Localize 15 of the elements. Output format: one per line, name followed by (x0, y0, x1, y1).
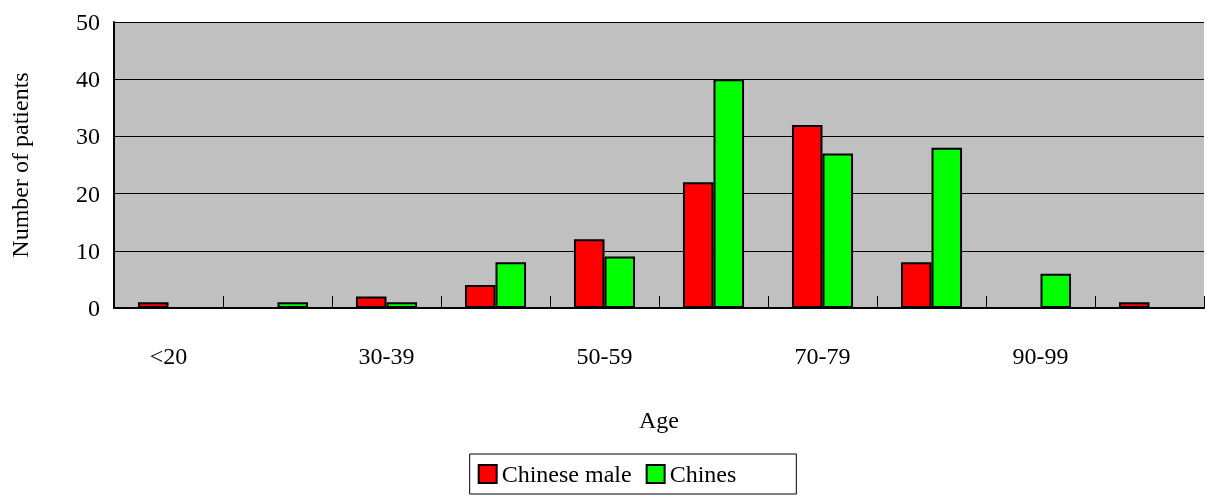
x-tick-label: 50-59 (576, 343, 633, 369)
y-tick-label: 20 (76, 180, 100, 207)
x-axis-title: Age (639, 407, 679, 433)
y-tick-label: 40 (76, 66, 100, 93)
legend-label: Chines (669, 461, 737, 487)
x-tick-label: <20 (149, 343, 188, 369)
x-tick-label: 90-99 (1012, 343, 1069, 369)
x-tick-label: 30-39 (358, 343, 415, 369)
y-tick-label: 30 (76, 123, 100, 150)
y-tick-label: 0 (88, 295, 100, 321)
y-tick-label: 10 (76, 237, 100, 264)
legend-label: Chinese male (501, 461, 632, 487)
x-tick-label: 70-79 (794, 343, 851, 369)
y-tick-label: 50 (76, 9, 100, 35)
y-axis-title: Number of patients (7, 72, 33, 258)
